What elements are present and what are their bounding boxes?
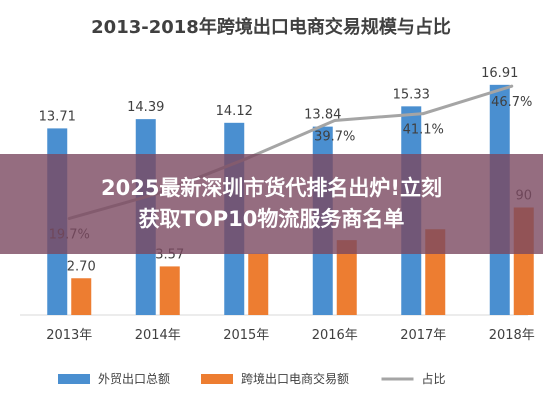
share-value-label: 41.1% <box>403 123 444 138</box>
banner-overlay[interactable]: 2025最新深圳市货代排名出炉!立刻 获取TOP10物流服务商名单 <box>0 154 543 254</box>
chart-legend: 外贸出口总额 跨境出口电商交易额 占比 <box>58 371 446 386</box>
banner-text: 2025最新深圳市货代排名出炉!立刻 获取TOP10物流服务商名单 <box>12 173 532 235</box>
x-tick-label: 2014年 <box>135 328 181 343</box>
bar-value-label: 13.84 <box>304 108 341 123</box>
x-tick-label: 2013年 <box>46 328 92 343</box>
legend-label: 跨境出口电商交易额 <box>241 371 349 386</box>
bar-ecommerce-1 <box>159 266 180 315</box>
x-tick-label: 2017年 <box>400 328 446 343</box>
bar-value-label: 14.12 <box>216 104 253 119</box>
x-tick-label: 2015年 <box>223 328 269 343</box>
bar-ecommerce-0 <box>71 278 92 315</box>
x-tick-label: 2016年 <box>312 328 358 343</box>
bar-value-label: 16.91 <box>481 66 518 81</box>
legend-label: 外贸出口总额 <box>98 372 170 386</box>
share-point <box>510 84 514 88</box>
bar-value-label: 15.33 <box>393 87 430 102</box>
x-tick-label: 2018年 <box>489 328 535 343</box>
bar-value-label: 2.70 <box>67 259 96 274</box>
bar-ecommerce-3 <box>336 240 357 315</box>
share-value-label: 39.7% <box>314 129 355 144</box>
legend-label: 占比 <box>422 371 446 386</box>
banner-line-2: 获取TOP10物流服务商名单 <box>138 207 405 231</box>
bar-value-label: 14.39 <box>127 100 164 115</box>
share-point <box>421 112 425 116</box>
chart-title: 2013-2018年跨境出口电商交易规模与占比 <box>91 16 451 38</box>
legend-swatch <box>201 374 233 384</box>
banner-line-1: 2025最新深圳市货代排名出炉!立刻 <box>100 176 443 200</box>
legend-swatch <box>58 374 90 384</box>
share-point <box>333 118 337 122</box>
bar-value-label: 13.71 <box>39 109 76 124</box>
share-value-label: 46.7% <box>491 95 532 110</box>
bar-ecommerce-2 <box>248 253 269 315</box>
